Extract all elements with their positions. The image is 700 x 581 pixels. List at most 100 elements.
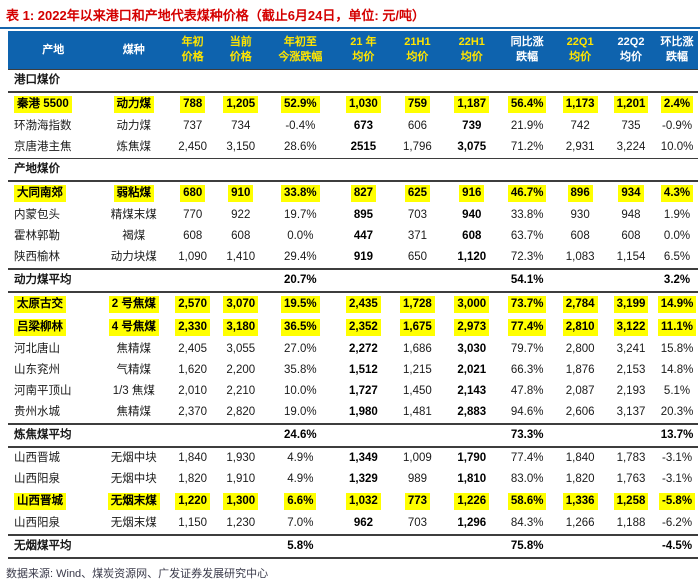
value-cell: 2,330 [169, 316, 216, 339]
highlighted-value: 52.9% [281, 96, 320, 113]
coal-type-cell: 炼焦煤 [116, 141, 152, 153]
value-cell: 79.7% [510, 343, 544, 355]
origin-cell: 环渤海指数 [14, 120, 72, 132]
value-cell: 788 [169, 92, 216, 116]
origin-cell: 贵州水城 [14, 406, 60, 418]
value-cell: 14.9% [656, 292, 698, 316]
report-table-page: 表 1: 2022年以来港口和产地代表煤种价格（截止6月24日，单位: 元/吨）… [0, 8, 700, 580]
table-row: 山西晋城 无烟末煤 1,220 1,300 6.6% 1,032 773 1,226 58.6%… [8, 490, 698, 513]
value-cell: 2,021 [457, 364, 487, 376]
value-cell: 930 [570, 209, 590, 221]
value-cell: 3,000 [444, 292, 500, 316]
value-cell: 1,188 [616, 517, 646, 529]
value-cell: 1,120 [457, 251, 487, 263]
value-cell [391, 423, 444, 448]
highlighted-value: -5.8% [659, 493, 696, 510]
value-cell [443, 423, 500, 448]
highlighted-value: 动力煤 [113, 96, 155, 113]
value-cell: 19.7% [284, 209, 317, 221]
value-cell: 72.3% [510, 251, 544, 263]
origin-cell: 陕西榆林 [14, 251, 60, 263]
table-row: 内蒙包头 精煤末煤 770 922 19.7% 895 703 940 33.8% 930 948 1… [8, 205, 698, 226]
value-cell: 94.6% [510, 406, 544, 418]
highlighted-value: 3,000 [454, 296, 490, 313]
value-cell: 1,187 [444, 92, 500, 116]
value-cell: 1,266 [565, 517, 595, 529]
value-cell: 3,180 [216, 316, 265, 339]
title-divider [0, 27, 700, 29]
value-cell: 1,512 [349, 364, 378, 376]
value-cell: 1,226 [444, 490, 500, 513]
value-cell [216, 268, 266, 293]
value-cell: 910 [216, 181, 265, 205]
value-cell: 2,405 [178, 343, 208, 355]
value-cell: 827 [336, 181, 392, 205]
coal-type-cell: 褐煤 [122, 230, 146, 242]
value-cell: 2,931 [565, 141, 595, 153]
value-cell: 371 [407, 230, 427, 242]
table-row: 山东兖州 气精煤 1,620 2,200 35.8% 1,512 1,215 2,021 66.… [8, 360, 698, 381]
value-cell: 19.5% [265, 292, 335, 316]
value-cell: 1,336 [554, 490, 606, 513]
value-cell: 608 [183, 230, 203, 242]
highlighted-value: 吕梁柳林 [14, 319, 66, 336]
table-row: 京唐港主焦 炼焦煤 2,450 3,150 28.6% 2515 1,796 3,075 71.… [8, 137, 698, 159]
value-cell: 2,010 [178, 385, 208, 397]
value-cell: 737 [183, 120, 203, 132]
highlighted-value: 934 [618, 185, 644, 202]
value-cell: 608 [231, 230, 251, 242]
highlighted-value: 2,352 [346, 319, 381, 336]
column-header-8: 同比涨 跌幅 [499, 31, 555, 70]
value-cell [554, 534, 606, 559]
column-header-9: 22Q1 均价 [554, 31, 606, 70]
highlighted-value: 弱粘煤 [113, 185, 155, 202]
value-cell: 948 [621, 209, 641, 221]
highlighted-value: 56.4% [507, 96, 547, 113]
column-header-10: 22Q2 均价 [605, 31, 657, 70]
value-cell: 1,150 [178, 517, 208, 529]
coal-type-cell: 动力煤 [116, 120, 152, 132]
coal-type-cell: 无烟中块 [110, 473, 157, 485]
value-cell: 52.9% [265, 92, 335, 116]
value-cell [216, 534, 266, 559]
value-cell: 895 [353, 209, 373, 221]
value-cell: 77.4% [500, 316, 554, 339]
column-header-2: 年初 价格 [168, 31, 217, 70]
data-source-note: 数据来源: Wind、煤炭资源网、广发证券发展研究中心 [6, 568, 269, 580]
value-cell: 3,070 [216, 292, 265, 316]
value-cell [335, 423, 392, 448]
highlighted-value: 1,032 [346, 493, 381, 510]
value-cell: 11.1% [656, 316, 698, 339]
highlighted-value: 2,435 [346, 296, 381, 313]
highlighted-value: 6.6% [284, 493, 317, 510]
value-cell: 734 [231, 120, 251, 132]
column-header-7: 22H1 均价 [443, 31, 500, 70]
highlighted-value: 14.9% [657, 296, 697, 313]
highlighted-value: 916 [459, 185, 485, 202]
coal-type-cell: 无烟末煤 [99, 490, 169, 513]
value-cell: 1,783 [616, 452, 646, 464]
value-cell: 989 [407, 473, 427, 485]
value-cell: 1,675 [391, 316, 443, 339]
highlighted-value: 77.4% [507, 319, 547, 336]
value-cell: 3,150 [226, 141, 256, 153]
value-cell: 2,973 [444, 316, 500, 339]
highlighted-value: 773 [404, 493, 430, 510]
value-cell: 1,205 [216, 92, 265, 116]
value-cell: 1,410 [226, 251, 256, 263]
highlighted-value: 1,728 [400, 296, 435, 313]
highlighted-value: 秦港 5500 [14, 96, 72, 113]
highlighted-value: 1,187 [454, 96, 490, 113]
value-cell: 608 [570, 230, 590, 242]
value-cell: 1,258 [606, 490, 656, 513]
value-cell: 608 [462, 230, 482, 242]
value-cell: 0.0% [287, 230, 314, 242]
value-cell: 1,296 [457, 517, 487, 529]
value-cell: 962 [353, 517, 373, 529]
column-header-1: 煤种 [98, 31, 169, 70]
value-cell: 20.3% [660, 406, 694, 418]
coal-type-cell: 精煤末煤 [110, 209, 157, 221]
value-cell: 6.5% [663, 251, 691, 263]
value-cell: 3,075 [457, 141, 487, 153]
value-cell: 1,154 [616, 251, 646, 263]
